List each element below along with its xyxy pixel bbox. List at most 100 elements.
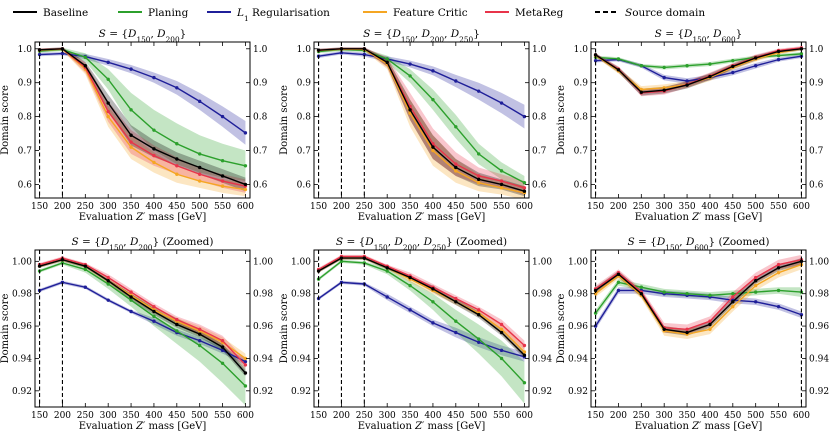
y-tick-label-right-1: 0.7 <box>532 147 547 157</box>
point-l1-regularisation-250 <box>83 285 88 289</box>
x-tick-label-300: 300 <box>379 411 396 421</box>
x-tick-label-250: 250 <box>356 202 373 212</box>
y-axis-label-3: Domain score <box>0 294 11 364</box>
x-tick-label-450: 450 <box>168 202 185 212</box>
x-tick-label-450: 450 <box>447 202 464 212</box>
point-planing-300 <box>106 77 110 82</box>
y-tick-label-left-1: 0.94 <box>291 354 311 364</box>
point-l1-regularisation-450 <box>175 86 179 90</box>
y-tick-label-left-2: 0.8 <box>297 113 312 123</box>
point-baseline-600 <box>243 182 248 187</box>
point-baseline-500 <box>476 177 481 182</box>
point-feature-critic-600 <box>243 187 248 192</box>
point-metareg-350 <box>685 327 689 332</box>
point-l1-regularisation-550 <box>220 114 225 119</box>
y-axis-label-1: Domain score <box>279 85 290 155</box>
point-baseline-550 <box>220 174 225 178</box>
panel-title-2: S = {D150, D600} <box>655 28 743 44</box>
x-tick-label-150: 150 <box>587 202 604 212</box>
x-axis-label-0: Evaluation Z′ mass [GeV] <box>79 212 207 223</box>
x-tick-label-550: 550 <box>214 202 231 212</box>
plot-area-5 <box>593 254 804 340</box>
x-tick-label-600: 600 <box>793 202 810 212</box>
x-tick-label-200: 200 <box>333 411 350 421</box>
y-tick-label-right-2: 0.96 <box>532 322 552 332</box>
point-l1-regularisation-500 <box>197 99 202 104</box>
point-planing-400 <box>708 293 712 298</box>
point-l1-regularisation-300 <box>106 60 110 65</box>
point-planing-250 <box>639 64 644 68</box>
y-tick-label-left-3: 0.9 <box>574 79 589 89</box>
x-tick-label-250: 250 <box>77 202 94 212</box>
point-l1-regularisation-550 <box>499 101 504 105</box>
band-l1-regularisation <box>39 51 246 145</box>
y-tick-label-right-3: 0.98 <box>809 290 829 300</box>
point-metareg-450 <box>175 164 179 168</box>
point-l1-regularisation-200 <box>60 280 65 285</box>
point-planing-200 <box>60 261 65 265</box>
y-tick-label-right-4: 1.0 <box>809 45 824 55</box>
point-planing-450 <box>175 329 179 333</box>
line-metareg <box>318 255 525 347</box>
point-baseline-350 <box>129 295 133 299</box>
point-baseline-400 <box>152 309 156 314</box>
band-l1-regularisation <box>318 51 525 129</box>
line-l1-regularisation <box>318 281 525 358</box>
point-planing-350 <box>408 74 412 78</box>
y-tick-label-right-1: 0.94 <box>532 354 552 364</box>
point-l1-regularisation-350 <box>129 309 133 314</box>
band-l1-regularisation <box>318 280 525 362</box>
y-axis-label-4: Domain score <box>279 294 290 364</box>
y-tick-label-left-3: 0.9 <box>18 79 33 89</box>
y-tick-label-right-0: 0.6 <box>532 180 547 190</box>
y-tick-label-right-4: 1.0 <box>253 45 268 55</box>
x-tick-label-550: 550 <box>770 411 787 421</box>
point-l1-regularisation-600 <box>243 359 248 364</box>
y-tick-label-right-2: 0.96 <box>809 322 829 332</box>
x-tick-label-350: 350 <box>678 411 695 421</box>
point-planing-500 <box>476 152 481 156</box>
point-baseline-450 <box>731 64 735 69</box>
point-l1-regularisation-500 <box>476 89 481 93</box>
line-planing <box>39 262 246 387</box>
point-baseline-500 <box>753 56 758 60</box>
x-axis-label-5: Evaluation Z′ mass [GeV] <box>635 421 763 432</box>
y-tick-label-left-2: 0.8 <box>18 113 33 123</box>
y-tick-label-right-4: 1.00 <box>253 257 273 267</box>
x-tick-label-250: 250 <box>633 411 650 421</box>
point-planing-500 <box>197 152 202 156</box>
x-tick-label-400: 400 <box>145 202 162 212</box>
point-planing-300 <box>662 290 666 294</box>
y-tick-label-left-0: 0.6 <box>18 180 33 190</box>
point-planing-500 <box>197 343 202 348</box>
x-axis-label-3: Evaluation Z′ mass [GeV] <box>79 421 207 432</box>
point-planing-300 <box>662 65 666 70</box>
x-tick-label-600: 600 <box>237 411 254 421</box>
panel-4: 150 200 250 300 350 400 450 500 550 600 0.92 0.92 0.… <box>279 236 552 432</box>
point-baseline-200 <box>616 272 621 276</box>
point-baseline-300 <box>385 60 389 65</box>
point-planing-250 <box>83 267 88 272</box>
point-l1-regularisation-300 <box>106 298 110 302</box>
point-planing-450 <box>454 319 458 323</box>
legend-label-5: Source domain <box>625 7 705 19</box>
point-planing-500 <box>476 337 481 341</box>
point-planing-450 <box>731 58 735 63</box>
y-tick-label-left-4: 1.00 <box>291 257 311 267</box>
point-l1-regularisation-500 <box>753 64 758 68</box>
band-baseline <box>318 47 525 197</box>
line-baseline <box>318 257 525 356</box>
point-baseline-350 <box>129 133 133 137</box>
point-baseline-600 <box>243 371 248 375</box>
point-l1-regularisation-250 <box>362 52 367 57</box>
point-metareg-500 <box>197 327 202 332</box>
point-l1-regularisation-150 <box>593 58 598 63</box>
point-metareg-550 <box>776 262 781 267</box>
x-tick-label-550: 550 <box>493 202 510 212</box>
x-tick-label-150: 150 <box>310 411 327 421</box>
x-tick-label-400: 400 <box>701 202 718 212</box>
x-tick-label-350: 350 <box>122 202 139 212</box>
x-tick-label-150: 150 <box>587 411 604 421</box>
point-l1-regularisation-450 <box>454 330 458 335</box>
